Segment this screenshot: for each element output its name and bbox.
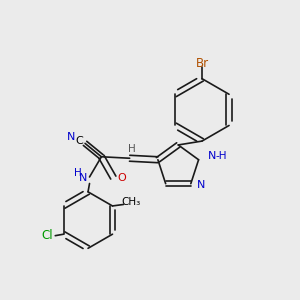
Text: Br: Br [196,57,209,70]
Text: Cl: Cl [41,229,53,242]
Text: -H: -H [215,151,226,161]
Text: O: O [117,173,126,184]
Text: N: N [67,132,75,142]
Text: N: N [79,173,87,183]
Text: C: C [76,136,84,146]
Text: N: N [208,151,216,161]
Text: N: N [197,180,206,190]
Text: CH₃: CH₃ [121,197,140,207]
Text: H: H [74,168,82,178]
Text: H: H [128,144,136,154]
